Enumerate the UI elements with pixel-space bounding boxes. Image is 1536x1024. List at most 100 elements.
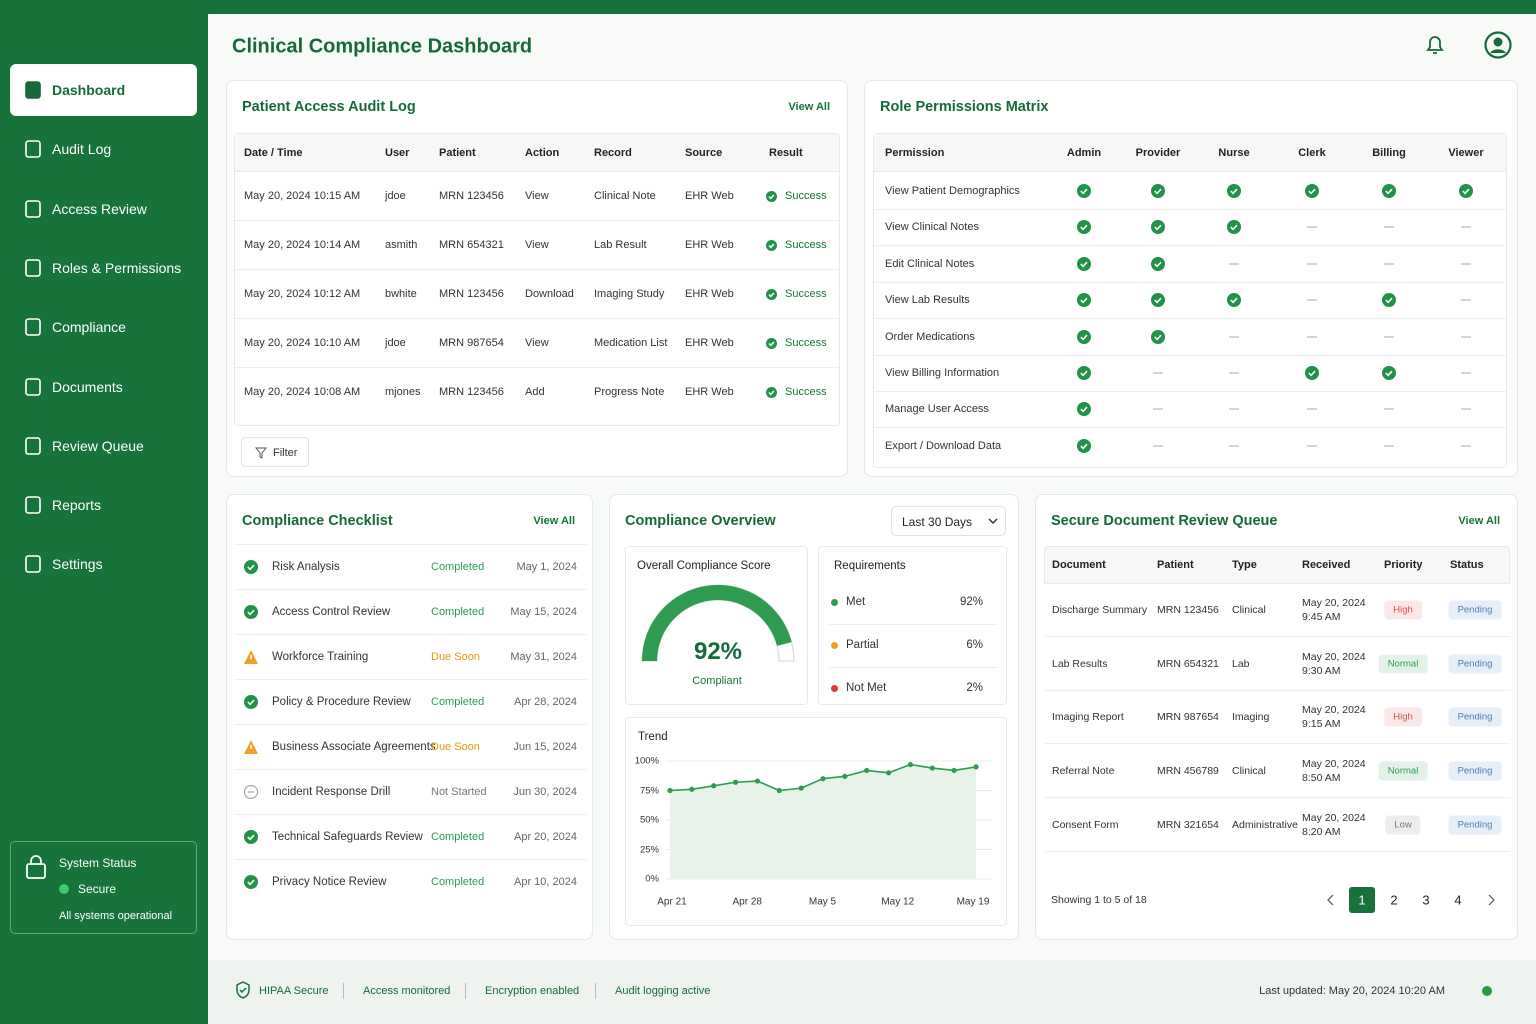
item-date: Jun 15, 2024 xyxy=(513,741,577,753)
notifications[interactable] xyxy=(1422,32,1448,58)
page-button[interactable]: 4 xyxy=(1445,887,1471,913)
filter-label: Filter xyxy=(273,447,298,459)
cell: Medication List xyxy=(594,337,668,349)
check-icon xyxy=(1382,293,1396,308)
permissions-table: Permission Admin Provider Nurse Clerk Billing… xyxy=(873,133,1507,468)
nav-item[interactable]: Roles & Permissions xyxy=(52,259,182,276)
document: Consent Form xyxy=(1052,818,1119,831)
status-dot xyxy=(1482,986,1492,996)
permission-name: View Lab Results xyxy=(885,294,970,307)
sidebar: Dashboard Audit Log Access Review Roles & P… xyxy=(0,0,208,1024)
check-icon xyxy=(1227,184,1241,198)
nav-item[interactable]: Review Queue xyxy=(52,437,144,454)
page-button[interactable]: 2 xyxy=(1381,887,1407,913)
doc-queue-panel: Secure Document Review Queue View All Docu… xyxy=(1035,494,1518,940)
y-tick-label: 0% xyxy=(645,873,659,885)
check-circle xyxy=(1227,220,1241,235)
next-page[interactable] xyxy=(1486,894,1496,906)
nav-item[interactable]: Documents xyxy=(52,378,123,395)
check-icon xyxy=(1305,184,1319,198)
check-circle xyxy=(244,875,258,889)
row-divider xyxy=(235,679,587,680)
footer-item: Audit logging active xyxy=(615,985,711,997)
user-avatar[interactable] xyxy=(1484,31,1512,59)
trend-point xyxy=(776,787,782,794)
cell: May 20, 2024 10:10 AM xyxy=(244,337,361,349)
legend-dot xyxy=(831,642,838,649)
document: Imaging Report xyxy=(1052,711,1124,724)
requirements-title: Requirements xyxy=(834,560,906,572)
permission-name: View Patient Demographics xyxy=(885,185,1020,197)
trend-point xyxy=(754,778,761,784)
permission-name: Edit Clinical Notes xyxy=(885,257,975,270)
trend-point xyxy=(711,783,717,789)
nav-item[interactable]: Access Review xyxy=(52,200,147,217)
result: Success xyxy=(785,386,827,398)
prev-page[interactable] xyxy=(1326,894,1336,906)
received-time: 8:50 AM xyxy=(1302,772,1341,785)
dash-icon xyxy=(1229,263,1239,265)
dash-icon xyxy=(1153,372,1163,374)
column-header: Priority xyxy=(1384,559,1423,571)
cell: EHR Web xyxy=(685,386,734,398)
badge: Pending xyxy=(1448,654,1502,674)
view-all[interactable]: View All xyxy=(788,101,830,113)
received-time: 9:30 AM xyxy=(1302,664,1341,677)
check-tick xyxy=(1308,370,1316,377)
row-divider xyxy=(1044,797,1510,799)
item-name: Workforce Training xyxy=(272,651,369,663)
row-divider xyxy=(235,724,587,725)
warn-icon xyxy=(244,740,258,754)
page-button[interactable]: 3 xyxy=(1413,887,1439,913)
badge: Pending xyxy=(1448,815,1502,835)
item-name: Business Associate Agreements xyxy=(272,741,436,753)
nav-item[interactable]: Audit Log xyxy=(52,141,112,158)
nav-icon-shape xyxy=(25,318,41,336)
check-tick xyxy=(1154,334,1162,341)
system-status: System Status Secure All systems operation… xyxy=(10,841,197,934)
type: Administrative xyxy=(1232,818,1298,831)
nav-item[interactable]: Compliance xyxy=(52,319,126,336)
row-divider xyxy=(235,544,587,545)
cell: MRN 123456 xyxy=(439,386,504,398)
patient: MRN 456789 xyxy=(1157,765,1219,778)
received-date: May 20, 2024 xyxy=(1302,811,1366,824)
nav-item[interactable]: Dashboard xyxy=(52,82,126,98)
separator xyxy=(595,983,596,999)
page-number: 4 xyxy=(1454,892,1462,908)
check-circle xyxy=(1382,184,1396,198)
check-tick xyxy=(1462,188,1470,195)
range-dropdown[interactable]: Last 30 Days xyxy=(891,506,1006,536)
cell: EHR Web xyxy=(685,288,734,300)
column-header: Viewer xyxy=(1448,147,1484,159)
trend-point xyxy=(907,761,914,768)
separator xyxy=(465,983,466,999)
cell: MRN 123456 xyxy=(439,190,504,202)
check-circle xyxy=(1227,184,1241,198)
check-tick xyxy=(767,292,774,298)
item-date: Jun 30, 2024 xyxy=(513,786,577,798)
row-divider xyxy=(874,318,1506,320)
dash-icon xyxy=(1307,263,1317,265)
item-name: Incident Response Drill xyxy=(272,786,391,798)
check-tick xyxy=(1080,297,1088,304)
view-all[interactable]: View All xyxy=(1458,515,1500,527)
score-caption: Compliant xyxy=(692,675,742,687)
view-all[interactable]: View All xyxy=(533,515,575,527)
check-icon xyxy=(1077,256,1091,271)
requirement-name: Met xyxy=(846,596,866,608)
check-tick xyxy=(767,243,774,249)
nav-item[interactable]: Reports xyxy=(52,497,102,514)
trend-card: Trend 0% 25% 50% 75% 100% Apr 21 Apr 28 May 5 May… xyxy=(625,717,1007,926)
nav-item[interactable]: Settings xyxy=(52,556,103,573)
page-button[interactable]: 1 xyxy=(1349,887,1375,913)
check-tick xyxy=(1154,297,1162,304)
empty-circle xyxy=(244,785,258,799)
check-circle xyxy=(1151,256,1165,271)
last-updated: Last updated: May 20, 2024 10:20 AM xyxy=(1259,985,1445,997)
filter-button[interactable]: Filter xyxy=(241,437,309,467)
requirement-value: 6% xyxy=(966,639,983,651)
item-status: Completed xyxy=(431,561,485,573)
check-circle xyxy=(1077,256,1091,271)
check-circle xyxy=(244,830,258,844)
